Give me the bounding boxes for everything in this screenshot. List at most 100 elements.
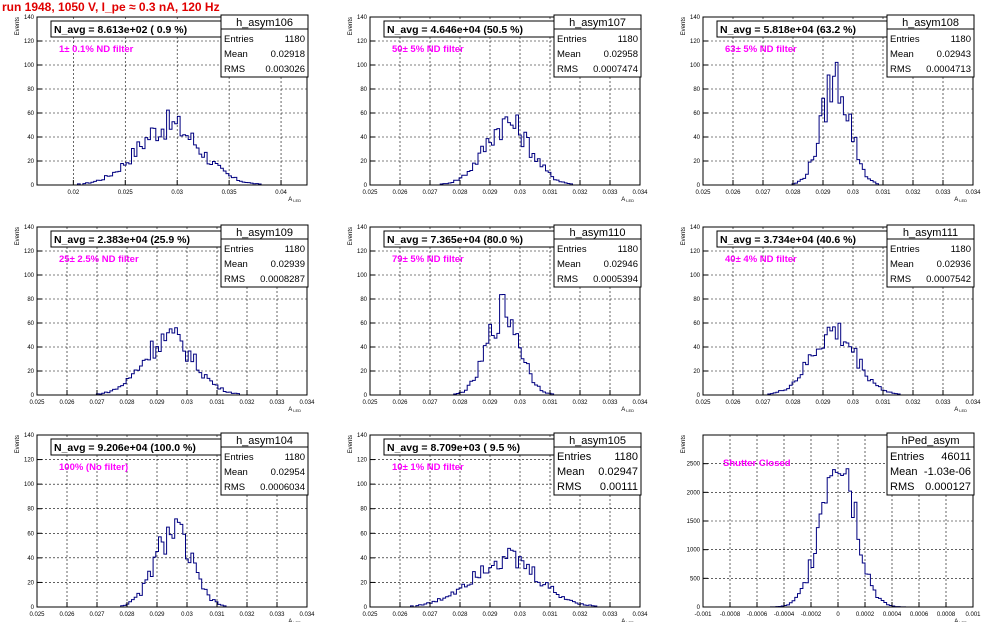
- stats-label: Mean: [557, 49, 581, 60]
- histogram-series: [37, 327, 307, 396]
- x-tick-label: 0.029: [482, 612, 498, 618]
- y-tick-label: 140: [357, 15, 368, 21]
- filter-annotation: 79± 5% ND filter: [392, 254, 464, 265]
- plot-frame: [369, 16, 641, 186]
- x-tick-label: 0.027: [422, 400, 438, 406]
- stats-label: Entries: [557, 34, 587, 45]
- y-tick-label: 40: [27, 556, 34, 562]
- stats-value: 0.0007542: [926, 274, 971, 285]
- x-tick-label: 0.03: [181, 612, 193, 618]
- histogram-name: hPed_asym: [901, 435, 959, 447]
- filter-annotation: 100% (No filter): [59, 462, 128, 473]
- y-tick-label: 80: [27, 87, 34, 93]
- y-tick-label: 0: [364, 183, 368, 189]
- histogram-series: [37, 518, 307, 608]
- stats-label: RMS: [224, 274, 245, 285]
- x-tick-label: 0.033: [269, 400, 285, 406]
- y-tick-label: 80: [693, 297, 700, 303]
- x-tick-label: 0.025: [118, 190, 134, 196]
- y-tick-label: 80: [360, 297, 367, 303]
- y-tick-label: 100: [690, 273, 701, 279]
- x-tick-label: 0.028: [119, 400, 135, 406]
- y-tick-label: 0: [364, 605, 368, 611]
- histogram-name: h_asym110: [569, 227, 625, 239]
- y-tick-label: 140: [357, 433, 368, 439]
- x-tick-label: 0.027: [755, 190, 771, 196]
- stats-label: Mean: [890, 259, 914, 270]
- stats-value: 1180: [951, 244, 971, 255]
- filter-annotation: 63± 5% ND filter: [725, 44, 797, 55]
- x-tick-label: 0.026: [392, 190, 408, 196]
- x-tick-label: 0.034: [632, 612, 648, 618]
- y-tick-label: 20: [27, 580, 34, 586]
- x-tick-label: 0.025: [29, 612, 45, 618]
- y-axis-title: Events: [681, 227, 687, 245]
- y-tick-label: 100: [357, 63, 368, 69]
- x-tick-label: 0.034: [632, 190, 648, 196]
- x-axis-title: ALED: [954, 197, 967, 203]
- x-tick-label: 0.033: [935, 190, 951, 196]
- x-tick-label: 0.031: [875, 400, 891, 406]
- y-tick-label: 60: [360, 531, 367, 537]
- x-axis-title: ALED: [954, 619, 967, 622]
- x-axis-title: ALED: [954, 407, 967, 413]
- x-tick-label: 0.029: [149, 612, 165, 618]
- x-tick-label: 0.031: [209, 400, 225, 406]
- y-tick-label: 120: [357, 39, 368, 45]
- x-tick-label: -0.0004: [774, 612, 795, 618]
- stats-value: 0.0008287: [260, 274, 305, 285]
- stats-value: 46011: [941, 451, 971, 463]
- x-tick-label: 0.032: [572, 190, 588, 196]
- histogram-series: [370, 114, 640, 186]
- y-tick-label: 500: [690, 576, 701, 582]
- y-tick-label: 20: [360, 159, 367, 165]
- x-axis-title-subscript: LED: [959, 620, 967, 622]
- stats-value: 0.02936: [937, 259, 971, 270]
- x-axis-title-subscript: LED: [626, 620, 634, 622]
- x-tick-label: 0.027: [755, 400, 771, 406]
- stats-value: 0.0004713: [926, 64, 971, 75]
- x-tick-label: 0.034: [299, 612, 315, 618]
- x-tick-label: 0.034: [965, 400, 981, 406]
- y-tick-label: 140: [24, 15, 35, 21]
- x-tick-label: 0.03: [181, 400, 193, 406]
- y-axis-title: Events: [15, 17, 21, 35]
- stats-label: Entries: [557, 244, 587, 255]
- y-tick-label: 0: [364, 393, 368, 399]
- x-tick-label: 0.025: [362, 612, 378, 618]
- x-tick-label: 0.02: [68, 190, 80, 196]
- x-tick-label: 0.025: [29, 400, 45, 406]
- stats-value: 0.0005394: [593, 274, 638, 285]
- stats-value: 0.02958: [604, 49, 638, 60]
- y-tick-label: 40: [360, 135, 367, 141]
- stats-label: Entries: [557, 451, 592, 463]
- x-tick-label: 0.028: [452, 612, 468, 618]
- y-tick-label: 140: [690, 15, 701, 21]
- y-tick-label: 120: [24, 458, 35, 464]
- stats-value: 0.02918: [271, 49, 305, 60]
- histogram-panel: 0.025 0.026 0.027 0.028 0.029 0.03 0.031 0.032 0…: [15, 224, 315, 413]
- filter-annotation: Shutter Closed: [723, 458, 791, 469]
- x-axis-title-subscript: LED: [293, 198, 301, 203]
- stats-value: 0.0006034: [260, 482, 305, 493]
- stats-value: 1180: [951, 34, 971, 45]
- x-tick-label: 0.032: [239, 612, 255, 618]
- stats-label: Entries: [224, 244, 254, 255]
- x-tick-label: 0.034: [965, 190, 981, 196]
- histogram-name: h_asym105: [569, 435, 626, 447]
- histogram-name: h_asym107: [569, 17, 626, 29]
- x-tick-label: 0.025: [362, 400, 378, 406]
- histogram-name: h_asym109: [236, 227, 293, 239]
- histogram-name: h_asym108: [902, 17, 959, 29]
- x-axis-title: ALED: [621, 407, 634, 413]
- stats-value: 0.003026: [265, 64, 305, 75]
- navg-label: N_avg = 8.709e+03 ( 9.5 %): [387, 442, 520, 454]
- y-axis-title: Events: [15, 227, 21, 245]
- y-tick-label: 1500: [687, 519, 701, 525]
- y-tick-label: 2000: [687, 490, 701, 496]
- y-tick-label: 40: [693, 135, 700, 141]
- stats-value: 1180: [285, 34, 305, 45]
- y-tick-label: 40: [27, 345, 34, 351]
- x-tick-label: 0.029: [482, 190, 498, 196]
- y-tick-label: 140: [690, 225, 701, 231]
